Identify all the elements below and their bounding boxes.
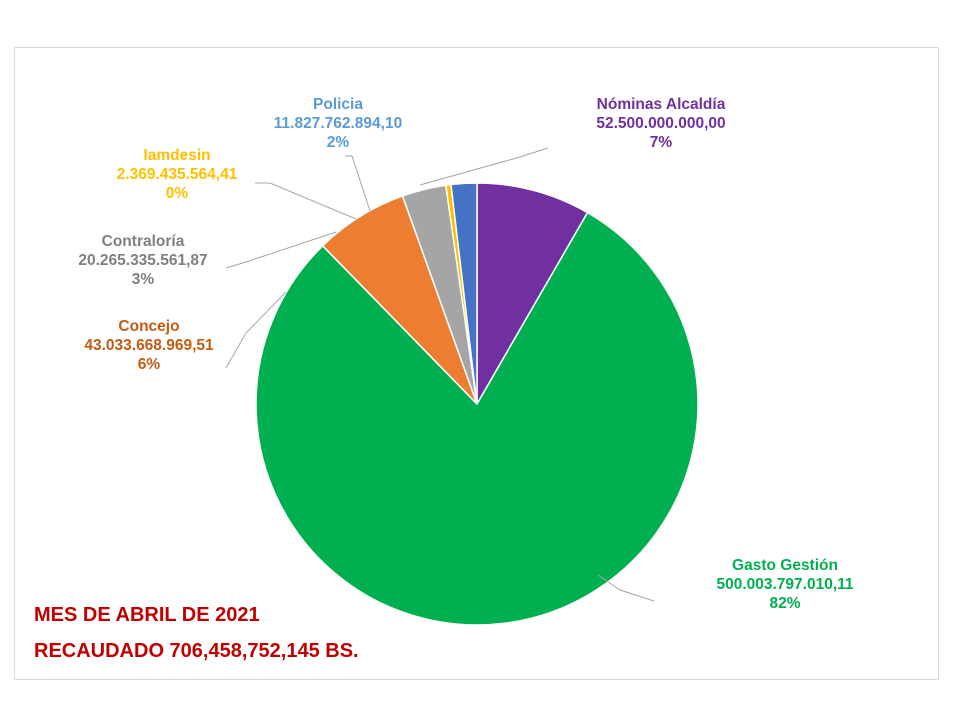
leader-line-nominas-alcaldia <box>419 147 549 186</box>
label-value-iamdesin: 2.369.435.564,41 <box>116 166 238 183</box>
data-label-gasto-gestion: Gasto Gestión 500.003.797.010,11 82% <box>716 556 853 613</box>
leader-line-gasto-gestion <box>597 574 655 602</box>
label-percent-gasto-gestion: 82% <box>769 595 801 612</box>
pie-slice-nominas-alcaldia <box>476 182 589 407</box>
label-percent-contraloria: 3% <box>131 271 155 288</box>
label-percent-policia: 2% <box>326 134 350 151</box>
label-name-contraloria: Contraloría <box>101 233 185 250</box>
label-name-policia: Policia <box>313 96 363 113</box>
leader-line-concejo <box>225 291 287 369</box>
data-label-nominas-alcaldia: Nóminas Alcaldía 52.500.000.000,00 7% <box>596 95 725 152</box>
label-percent-iamdesin: 0% <box>165 185 189 202</box>
leader-line-policia <box>345 155 371 212</box>
label-value-contraloria: 20.265.335.561,87 <box>78 252 208 269</box>
data-label-contraloria: Contraloría 20.265.335.561,87 3% <box>78 232 207 289</box>
pie-slice-policia <box>450 182 478 405</box>
label-name-nominas-alcaldia: Nóminas Alcaldía <box>596 96 726 113</box>
label-value-concejo: 43.033.668.969,51 <box>84 337 214 354</box>
caption-total: RECAUDADO 706,458,752,145 BS. <box>34 640 359 662</box>
data-label-policia: Policia 11.827.762.894,10 2% <box>274 95 402 152</box>
label-value-gasto-gestion: 500.003.797.010,11 <box>716 576 854 593</box>
pie-slice-gasto-gestion <box>255 211 699 626</box>
label-name-iamdesin: Iamdesin <box>143 147 211 164</box>
label-value-nominas-alcaldia: 52.500.000.000,00 <box>596 115 726 132</box>
data-label-concejo: Concejo 43.033.668.969,51 6% <box>84 317 213 374</box>
label-percent-nominas-alcaldia: 7% <box>649 134 673 151</box>
label-name-concejo: Concejo <box>118 318 180 335</box>
data-label-iamdesin: Iamdesin 2.369.435.564,41 0% <box>117 146 238 203</box>
label-name-gasto-gestion: Gasto Gestión <box>732 557 838 574</box>
caption-month: MES DE ABRIL DE 2021 <box>34 604 260 626</box>
leader-line-iamdesin <box>255 182 357 220</box>
leader-line-contraloria <box>225 231 337 269</box>
label-percent-concejo: 6% <box>137 356 161 373</box>
label-value-policia: 11.827.762.894,10 <box>273 115 403 132</box>
